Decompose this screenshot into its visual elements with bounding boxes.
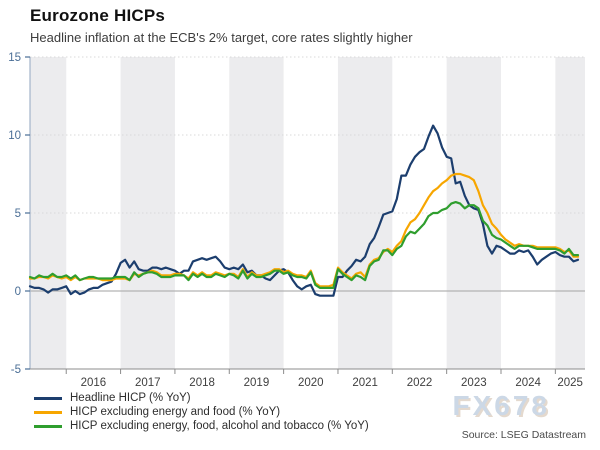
legend-item: HICP excluding energy and food (% YoY) <box>34 405 369 419</box>
svg-text:2019: 2019 <box>244 377 270 389</box>
legend-label-headline: Headline HICP (% YoY) <box>70 392 191 404</box>
legend-label-ex-energy-food: HICP excluding energy and food (% YoY) <box>70 406 281 418</box>
svg-text:-5: -5 <box>11 364 21 376</box>
svg-text:2025: 2025 <box>557 377 583 389</box>
svg-text:2021: 2021 <box>352 377 378 389</box>
page-title: Eurozone HICPs <box>30 6 166 25</box>
watermark: FX678 <box>452 390 550 421</box>
svg-text:2016: 2016 <box>81 377 107 389</box>
svg-text:10: 10 <box>8 130 21 142</box>
svg-text:2023: 2023 <box>461 377 487 389</box>
legend-item: Headline HICP (% YoY) <box>34 391 369 405</box>
svg-text:2024: 2024 <box>515 377 541 389</box>
svg-text:0: 0 <box>15 286 21 298</box>
chart-header: Eurozone HICPs Headline inflation at the… <box>30 6 413 45</box>
legend-label-core: HICP excluding energy, food, alcohol and… <box>70 420 369 432</box>
legend: Headline HICP (% YoY) HICP excluding ene… <box>34 391 369 433</box>
svg-text:2018: 2018 <box>189 377 215 389</box>
svg-text:2022: 2022 <box>407 377 433 389</box>
legend-item: HICP excluding energy, food, alcohol and… <box>34 419 369 433</box>
legend-swatch-ex-energy-food <box>34 410 62 414</box>
legend-swatch-headline <box>34 396 62 400</box>
legend-swatch-core <box>34 424 62 428</box>
svg-text:5: 5 <box>15 208 21 220</box>
svg-text:2017: 2017 <box>135 377 161 389</box>
svg-text:15: 15 <box>8 52 21 64</box>
svg-text:2020: 2020 <box>298 377 324 389</box>
source-note: Source: LSEG Datastream <box>461 429 586 441</box>
page-subtitle: Headline inflation at the ECB's 2% targe… <box>30 30 413 45</box>
